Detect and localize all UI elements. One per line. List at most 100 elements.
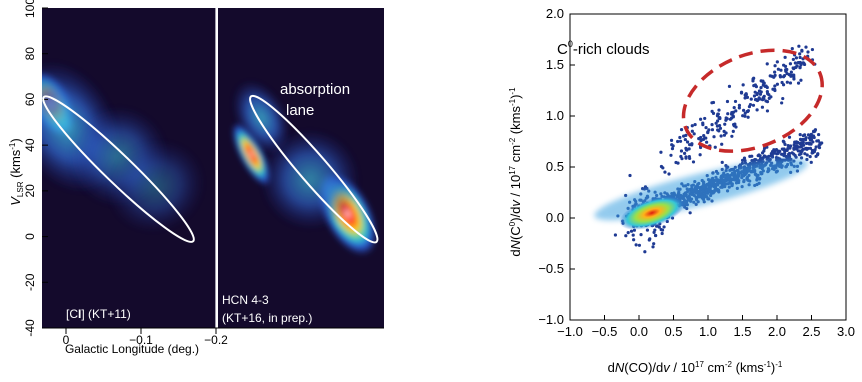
scatter-point	[806, 133, 811, 137]
scatter-point	[808, 155, 812, 159]
scatter-point	[723, 122, 727, 126]
scatter-point	[715, 114, 720, 118]
scatter-point	[770, 154, 774, 158]
ci-lane-ellipse	[42, 95, 195, 243]
scatter-figure: −1.0 −0.5 0.0 0.5 1.0 1.5 2.0 2.5 3.0 −1.0 −0.5 0.0…	[508, 6, 855, 375]
scatter-point	[624, 234, 628, 238]
scatter-point	[714, 121, 718, 125]
heatmap-figure: -40 -20 0 20 40 60 80 100 0 −0.1 −0.2 [CI] (KT+11)…	[8, 0, 384, 356]
scatter-point	[720, 142, 724, 146]
scatter-point	[760, 98, 765, 102]
scatter-point	[780, 80, 784, 85]
scatter-point	[775, 60, 779, 64]
scatter-point	[752, 94, 757, 98]
scatter-point	[755, 92, 759, 97]
scatter-point	[682, 134, 686, 138]
scatter-point	[639, 233, 643, 237]
scatter-point	[748, 154, 752, 158]
scatter-point	[741, 108, 746, 112]
scatter-point	[746, 115, 750, 119]
scatter-point	[809, 137, 814, 141]
scatter-point	[799, 78, 803, 82]
scatter-point	[640, 186, 645, 191]
scatter-point	[688, 211, 692, 215]
absorption-lane-label-line2: lane	[286, 102, 314, 119]
scatter-x-axis-label: dN(CO)/dv / 1017 cm-2 (kms-1)-1	[608, 360, 783, 375]
scatter-point	[632, 238, 636, 242]
scatter-point	[761, 80, 765, 84]
scatter-point	[698, 153, 702, 157]
scatter-point	[779, 68, 783, 72]
scatter-point	[772, 148, 776, 152]
scatter-point	[741, 114, 745, 118]
scatter-point	[699, 117, 703, 121]
y-tick-label: 0.5	[546, 159, 564, 174]
scatter-point	[786, 146, 790, 151]
scatter-point	[773, 70, 777, 74]
density-core	[619, 195, 685, 230]
scatter-point	[634, 243, 638, 247]
scatter-point	[725, 99, 730, 104]
scatter-point	[813, 129, 817, 133]
x-tick-label: −0.2	[204, 333, 228, 347]
scatter-point	[669, 138, 674, 142]
scatter-point	[767, 96, 771, 100]
scatter-point	[781, 83, 786, 87]
panel-hcn-label-line2: (KT+16, in prep.)	[222, 311, 312, 325]
scatter-point	[765, 90, 769, 94]
scatter-point	[699, 138, 703, 143]
scatter-point	[732, 124, 736, 128]
emission-blob	[232, 80, 291, 156]
scatter-point	[667, 172, 671, 176]
scatter-point	[724, 118, 728, 122]
scatter-point	[760, 151, 765, 155]
scatter-point	[755, 108, 759, 112]
scatter-point	[781, 96, 785, 101]
y-tick-label: −0.5	[538, 261, 564, 276]
scatter-point	[788, 81, 793, 85]
scatter-point	[793, 146, 797, 150]
scatter-point	[730, 110, 734, 115]
scatter-point	[728, 117, 732, 121]
y-tick-label: 0.0	[546, 210, 564, 225]
panel-hcn-emission	[232, 80, 377, 256]
scatter-point	[722, 129, 726, 133]
scatter-point	[670, 143, 674, 147]
scatter-point	[783, 64, 788, 68]
scatter-point	[733, 99, 738, 104]
scatter-point	[679, 149, 684, 153]
scatter-point	[645, 228, 650, 232]
scatter-point	[702, 134, 706, 138]
scatter-point	[684, 155, 688, 159]
scatter-point	[787, 135, 792, 139]
scatter-point	[745, 109, 749, 114]
scatter-point	[776, 67, 780, 71]
scatter-point	[698, 145, 703, 150]
scatter-point	[726, 112, 730, 116]
scatter-point	[722, 133, 727, 137]
scatter-point	[795, 144, 799, 148]
scatter-point	[759, 86, 763, 90]
scatter-point	[768, 74, 772, 78]
scatter-point	[737, 103, 742, 107]
scatter-point	[690, 129, 694, 133]
scatter-point	[684, 146, 688, 150]
y-tick-label: 1.0	[546, 108, 564, 123]
scatter-point	[717, 116, 721, 120]
panel-ci-label: [CI] (KT+11)	[66, 307, 131, 321]
scatter-point	[800, 141, 804, 145]
scatter-point	[652, 242, 656, 246]
scatter-point	[745, 95, 750, 99]
scatter-point	[762, 154, 767, 158]
scatter-point	[804, 45, 808, 49]
x-tick-label: 2.0	[768, 324, 786, 339]
scatter-point	[669, 153, 673, 157]
scatter-point	[749, 97, 753, 101]
scatter-point	[788, 62, 793, 66]
scatter-point	[797, 153, 802, 157]
y-tick-label: 60	[23, 92, 37, 106]
panel-hcn-label-line1: HCN 4-3	[222, 293, 269, 307]
scatter-point	[717, 108, 721, 112]
scatter-point	[790, 151, 794, 155]
